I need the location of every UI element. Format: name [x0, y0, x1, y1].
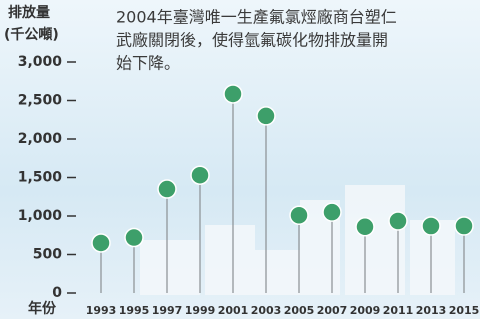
dot — [257, 107, 275, 125]
x-tick-label: 1993 — [86, 304, 117, 317]
dot — [422, 217, 440, 235]
y-tick-label: 500 — [33, 247, 62, 263]
x-axis-label: 年份 — [28, 300, 57, 317]
annotation: 始下降。 — [116, 54, 180, 73]
x-tick-label: 2003 — [251, 304, 282, 317]
dot — [356, 218, 374, 236]
x-tick-label: 1999 — [185, 304, 216, 317]
x-tick-label: 1997 — [152, 304, 183, 317]
y-axis-label: 排放量 — [8, 4, 50, 21]
y-tick-label: 2,500 — [18, 93, 63, 109]
annotation: 武廠關閉後，使得氫氟碳化物排放量開 — [116, 31, 388, 50]
x-tick-label: 2013 — [416, 304, 447, 317]
x-tick-label: 2009 — [350, 304, 381, 317]
y-tick-label: 2,000 — [18, 131, 63, 147]
chart: 排放量 (千公噸) 2004年臺灣唯一生產氟氯烴廠商台塑仁 武廠關閉後，使得氫氟… — [0, 0, 480, 319]
dot — [92, 234, 110, 252]
dot — [158, 180, 176, 198]
x-tick-label: 2005 — [284, 304, 315, 317]
dot — [290, 206, 308, 224]
dot — [455, 217, 473, 235]
dot — [323, 203, 341, 221]
dot — [224, 85, 242, 103]
y-tick-label: 3,000 — [18, 54, 63, 70]
dot — [389, 212, 407, 230]
x-tick-label: 2015 — [449, 304, 480, 317]
x-tick-label: 2007 — [317, 304, 348, 317]
x-tick-label: 1995 — [119, 304, 150, 317]
y-axis-label: (千公噸) — [4, 26, 59, 43]
dot — [191, 166, 209, 184]
y-tick-label: 0 — [52, 285, 62, 301]
x-tick-label: 2001 — [218, 304, 249, 317]
y-tick-label: 1,500 — [18, 170, 63, 186]
x-tick-label: 2011 — [383, 304, 414, 317]
annotation: 2004年臺灣唯一生產氟氯烴廠商台塑仁 — [116, 8, 397, 27]
y-tick-label: 1,000 — [18, 208, 63, 224]
dot — [125, 229, 143, 247]
